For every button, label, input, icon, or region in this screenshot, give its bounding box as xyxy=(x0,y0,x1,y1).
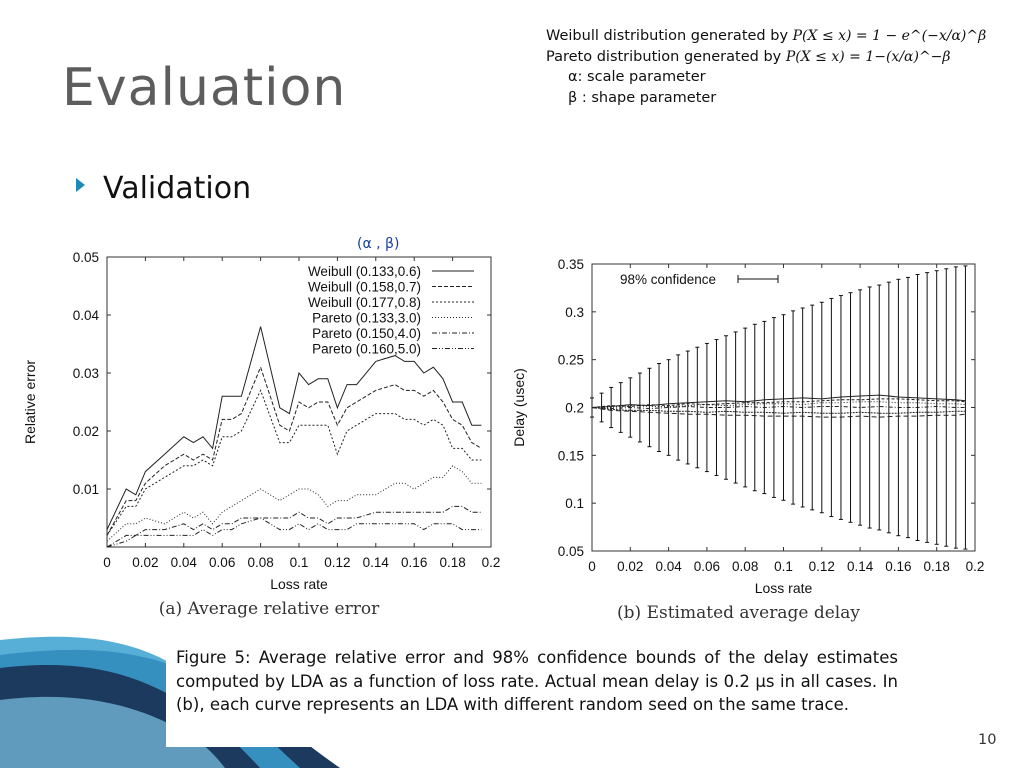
chart0-legend-label: Pareto (0.150,4.0) xyxy=(312,326,421,341)
bullet-text: Validation xyxy=(103,171,252,206)
alpha-description: α: scale parameter xyxy=(568,69,706,85)
chart0-y-tick-label: 0.03 xyxy=(73,366,99,381)
pareto-label: Pareto distribution generated by xyxy=(546,48,782,65)
chart1-x-tick-label: 0.08 xyxy=(732,559,758,574)
chart1-y-tick-label: 0.3 xyxy=(565,305,584,320)
chart1-x-tick-label: 0.14 xyxy=(847,559,874,574)
chart1-y-axis-label: Delay (usec) xyxy=(511,368,527,447)
chart0-series-line xyxy=(106,389,482,536)
chart0-series-line xyxy=(106,505,482,548)
chart0-series-line xyxy=(106,326,482,530)
weibull-label: Weibull distribution generated by xyxy=(546,28,789,44)
chart1-y-tick-label: 0.2 xyxy=(565,401,584,416)
weibull-formula: P(X ≤ x) = 1 − e^(−x/α)^β xyxy=(792,28,987,44)
chart0-x-tick-label: 0.18 xyxy=(439,555,465,570)
chart0-x-axis-label: Loss rate xyxy=(270,576,328,592)
chart0-x-tick-label: 0.1 xyxy=(290,555,309,570)
chart1-x-tick-label: 0.16 xyxy=(885,559,911,574)
swoosh-blue-band xyxy=(0,636,300,768)
chart0-x-tick-label: 0.14 xyxy=(363,555,390,570)
chart0-legend-label: Pareto (0.160,5.0) xyxy=(312,342,421,357)
chart0-x-tick-label: 0.04 xyxy=(171,555,198,570)
chart1-y-tick-label: 0.35 xyxy=(558,257,584,272)
chart1-x-tick-label: 0.02 xyxy=(617,559,643,574)
chart1-y-tick-label: 0.15 xyxy=(558,448,584,463)
chart1-series-line xyxy=(591,407,966,414)
chart1-y-tick-label: 0.05 xyxy=(558,544,584,559)
chart0-legend-label: Pareto (0.133,3.0) xyxy=(312,311,421,326)
chart0-y-tick-label: 0.04 xyxy=(73,308,100,323)
chart0-y-tick-label: 0.01 xyxy=(73,482,99,497)
chart1-y-tick-label: 0.1 xyxy=(565,496,584,511)
chart0-series-line xyxy=(106,365,482,536)
chart1-series-line xyxy=(591,394,966,408)
chart0-x-tick-label: 0.02 xyxy=(132,555,158,570)
chart1-x-tick-label: 0.18 xyxy=(924,559,950,574)
distribution-definitions: Weibull distribution generated by P(X ≤ … xyxy=(546,26,986,108)
chart0-y-tick-label: 0.02 xyxy=(73,424,99,439)
bullet-arrow-icon xyxy=(76,178,85,192)
chart0-legend-label: Weibull (0.177,0.8) xyxy=(308,295,421,310)
chart1-series-line xyxy=(591,407,966,418)
chart0-y-axis-label: Relative error xyxy=(22,360,38,444)
pareto-formula: P(X ≤ x) = 1−(x/α)^−β xyxy=(785,48,951,65)
chart1-x-tick-label: 0.12 xyxy=(809,559,835,574)
chart0-series-line xyxy=(106,517,482,548)
chart0-x-tick-label: 0.12 xyxy=(324,555,350,570)
chart0-x-tick-label: 0.16 xyxy=(401,555,427,570)
chart1-x-tick-label: 0.06 xyxy=(694,559,720,574)
chart1-legend-label: 98% confidence xyxy=(620,272,716,287)
chart1-x-axis-label: Loss rate xyxy=(755,580,813,596)
figure-caption-box: Figure 5: Average relative error and 98%… xyxy=(166,643,910,747)
chart1-x-tick-label: 0.04 xyxy=(655,559,682,574)
chart1-series-line xyxy=(592,401,966,408)
chart1-y-tick-label: 0.25 xyxy=(558,353,584,368)
chart0-subtitle: (a) Average relative error xyxy=(159,599,380,619)
chart0-x-tick-label: 0 xyxy=(103,555,111,570)
page-number: 10 xyxy=(978,732,997,748)
chart1-series-line xyxy=(591,405,966,410)
slide-title: Evaluation xyxy=(62,58,347,118)
chart0-legend-label: Weibull (0.158,0.7) xyxy=(308,280,421,295)
pareto-definition: Pareto distribution generated by P(X ≤ x… xyxy=(546,47,986,68)
chart0-x-tick-label: 0.06 xyxy=(209,555,235,570)
figure-caption: Figure 5: Average relative error and 98%… xyxy=(176,648,898,714)
bullet-validation: Validation xyxy=(76,171,251,206)
chart0-x-tick-label: 0.2 xyxy=(482,555,501,570)
weibull-definition: Weibull distribution generated by P(X ≤ … xyxy=(546,26,986,47)
chart1-series-line xyxy=(591,398,966,408)
chart1-x-tick-label: 0.1 xyxy=(774,559,793,574)
chart0-legend-label: Weibull (0.133,0.6) xyxy=(308,264,421,279)
chart1-subtitle: (b) Estimated average delay xyxy=(617,603,860,623)
parameter-note: (α , β) xyxy=(357,236,400,252)
chart0-x-tick-label: 0.08 xyxy=(247,555,273,570)
chart0-y-tick-label: 0.05 xyxy=(73,250,99,265)
chart1-x-tick-label: 0 xyxy=(588,559,596,574)
chart1-x-tick-label: 0.2 xyxy=(966,559,985,574)
beta-description: β : shape parameter xyxy=(568,89,717,106)
swoosh-light-band xyxy=(0,696,225,768)
